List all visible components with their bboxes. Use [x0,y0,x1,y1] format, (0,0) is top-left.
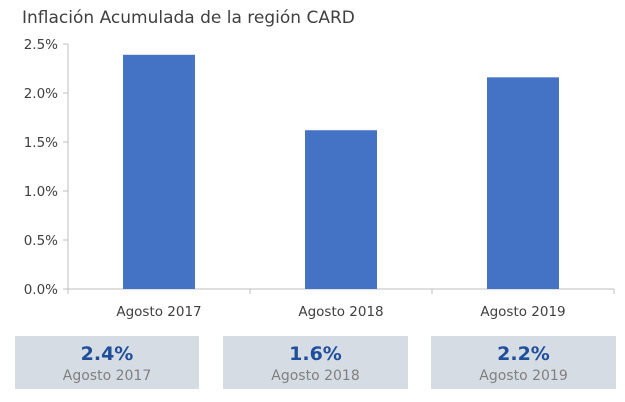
y-axis-ticks: 0.0% 0.5% 1.0% 1.5% 2.0% 2.5% [24,37,68,298]
summary-box-2018: 1.6% Agosto 2018 [223,336,408,389]
summary-value: 2.2% [497,343,550,365]
bar [123,54,195,289]
y-tick-label: 1.0% [24,184,58,200]
x-axis-ticks: Agosto 2017 Agosto 2018 Agosto 2019 [67,289,615,320]
y-tick-label: 0.5% [24,233,58,249]
chart-title: Inflación Acumulada de la región CARD [22,8,355,28]
summary-value: 2.4% [80,343,134,365]
x-tick-label: Agosto 2017 [116,304,201,320]
bar [305,130,377,289]
x-tick-label: Agosto 2019 [480,304,565,320]
bar [487,77,559,289]
y-tick-label: 1.5% [24,135,58,151]
summary-label: Agosto 2019 [479,368,568,384]
summary-label: Agosto 2018 [271,368,360,384]
y-tick-label: 2.5% [24,37,58,53]
summary-value: 1.6% [289,343,342,365]
bar-chart: 0.0%0.5%1.0%1.5%2.0%2.5% Agosto 2017 Agos… [24,37,615,320]
summary-box-2017: 2.4% Agosto 2017 [15,336,199,389]
summary-label: Agosto 2017 [62,368,152,384]
x-tick-label: Agosto 2018 [298,304,383,320]
y-tick-label: 0.0% [24,282,58,298]
y-tick-label: 2.0% [24,86,58,102]
chart-bars [123,54,559,289]
summary-box-2019: 2.2% Agosto 2019 [431,336,616,389]
